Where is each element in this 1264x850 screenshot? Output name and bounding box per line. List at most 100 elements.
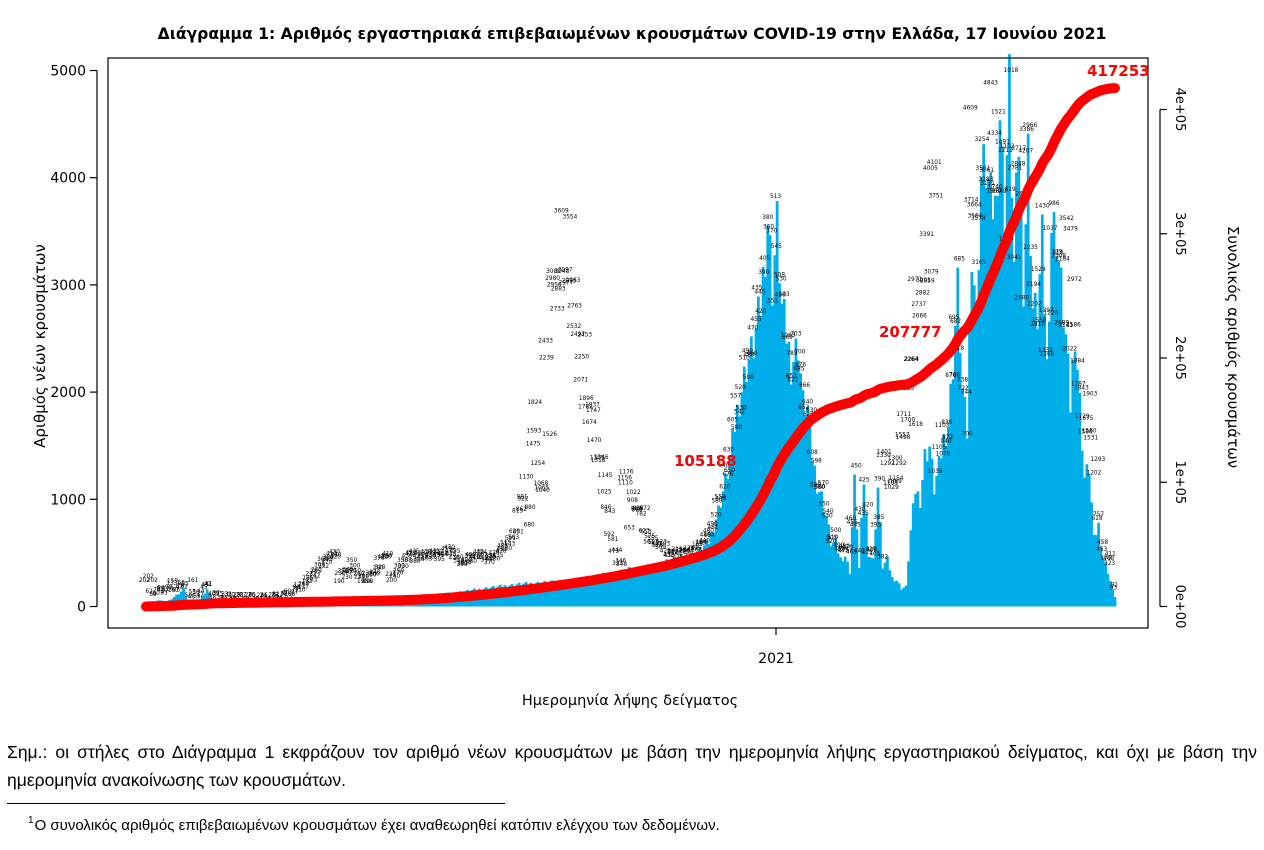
daily-cases-bar: [1010, 197, 1014, 607]
right-y-axis: 0e+00 1e+05 2e+05 3e+05 4e+05: [1159, 88, 1187, 628]
daily-cases-bar: [1087, 474, 1091, 607]
bar-value-label: 4609: [963, 105, 978, 111]
bar-value-label: 480: [743, 353, 754, 359]
bar-value-label: 700: [962, 432, 973, 438]
bar-value-label: 500: [501, 546, 512, 552]
daily-cases-bar: [609, 576, 612, 607]
bar-value-label: 1593: [527, 429, 542, 435]
bar-value-label: 465: [846, 550, 857, 556]
bar-value-label: 2883: [551, 286, 566, 292]
daily-cases-bar: [961, 388, 964, 607]
daily-cases-bar: [1064, 334, 1068, 607]
bar-value-label: 819: [1005, 187, 1016, 193]
bar-value-label: 470: [842, 545, 853, 551]
daily-cases-bar: [717, 505, 720, 607]
bar-value-label: 50: [185, 593, 193, 599]
left-y-tick-label: 4000: [50, 171, 86, 187]
daily-cases-bar: [681, 559, 685, 607]
daily-cases-bar: [785, 343, 788, 607]
bar-value-label: 3391: [919, 232, 934, 238]
daily-cases-bar: [625, 570, 629, 607]
daily-cases-bar: [1097, 522, 1100, 607]
daily-cases-bar: [684, 555, 688, 607]
daily-cases-bar: [888, 570, 892, 607]
bar-value-label: 420: [469, 555, 480, 561]
bar-value-label: 470: [747, 325, 758, 331]
daily-cases-bar: [932, 494, 936, 607]
bar-value-label: 423: [413, 554, 424, 560]
bar-value-label: 200: [358, 574, 369, 580]
bar-value-label: 47: [281, 591, 289, 597]
bar-value-label: 77: [292, 587, 300, 593]
daily-cases-bar: [1012, 261, 1016, 607]
bar-value-label: 1292: [880, 461, 895, 467]
daily-cases-bar: [1099, 546, 1103, 607]
bar-value-label: 250: [366, 573, 377, 579]
bar-value-label: 1083: [781, 333, 796, 339]
bar-value-label: 32: [272, 592, 280, 598]
bar-value-label: 390: [481, 558, 492, 564]
daily-cases-bar: [745, 381, 749, 607]
bar-value-label: 380: [323, 555, 334, 561]
bar-value-label: 640: [718, 463, 729, 469]
daily-cases-bar: [1054, 257, 1058, 607]
bar-value-label: 308: [314, 563, 325, 569]
bar-value-label: 520: [826, 539, 837, 545]
bar-value-label: 445: [445, 552, 456, 558]
y-axis-label-left: Αριθμός νέων κρουσμάτων: [31, 244, 49, 448]
daily-cases-bar: [794, 338, 798, 607]
daily-cases-bar: [712, 532, 716, 607]
bar-value-label: 940: [941, 439, 952, 445]
bar-value-label: 202: [139, 578, 150, 584]
daily-cases-bar: [674, 561, 678, 607]
bar-value-label: 1079: [936, 451, 951, 457]
bar-value-label: 364: [460, 561, 471, 567]
bar-value-label: 2089: [1054, 320, 1069, 326]
bar-value-label: 83: [160, 591, 168, 597]
daily-cases-bar: [663, 564, 666, 607]
bar-value-label: 420: [330, 555, 341, 561]
bar-value-label: 190: [363, 579, 374, 585]
daily-cases-bar: [911, 503, 915, 607]
bar-value-label: 3479: [1063, 227, 1078, 233]
bar-value-label: 503: [659, 542, 670, 548]
daily-cases-bar: [984, 187, 988, 607]
bar-value-label: 420: [488, 551, 499, 557]
bar-value-label: 110: [295, 588, 306, 594]
bar-value-label: 370: [321, 560, 332, 566]
bar-value-label: 2763: [567, 303, 582, 309]
bar-value-label: 311: [671, 547, 682, 553]
bar-value-label: 3714: [964, 197, 979, 203]
daily-cases-bar: [909, 530, 913, 607]
daily-cases-bar: [710, 531, 713, 607]
bar-value-label: 3061: [979, 168, 994, 174]
bar-value-label: 2250: [574, 354, 589, 360]
daily-cases-bar: [700, 551, 704, 607]
bar-value-label: 480: [839, 544, 850, 550]
bar-value-label: 410: [865, 546, 876, 552]
daily-cases-bar: [989, 172, 993, 607]
bar-value-label: 485: [497, 544, 508, 550]
bar-value-label: 460: [845, 516, 856, 522]
bar-value-label: 580: [731, 425, 742, 431]
daily-cases-bar: [1026, 133, 1030, 607]
daily-cases-bar: [665, 559, 669, 607]
bar-value-label: 2733: [550, 307, 565, 313]
bar-value-label: 376: [485, 555, 496, 561]
bar-value-label: 480: [703, 528, 714, 534]
bar-value-label: 490: [833, 543, 844, 549]
bar-value-label: 676: [722, 472, 733, 478]
bar-value-label: 190: [357, 579, 368, 585]
bar-value-label: 2666: [912, 314, 927, 320]
bar-value-label: 986: [1048, 201, 1059, 207]
daily-cases-bar: [1066, 353, 1070, 607]
right-y-tick-label: 1e+05: [1172, 460, 1187, 504]
bar-value-label: 486: [700, 532, 711, 538]
bar-value-label: 843: [604, 509, 615, 515]
bar-value-label: 85: [173, 588, 181, 594]
bar-value-label: 413: [414, 551, 425, 557]
daily-cases-bar: [613, 571, 617, 607]
bar-value-label: 360: [763, 224, 774, 230]
bar-value-label: 2239: [539, 356, 554, 362]
daily-cases-bar: [775, 201, 779, 607]
